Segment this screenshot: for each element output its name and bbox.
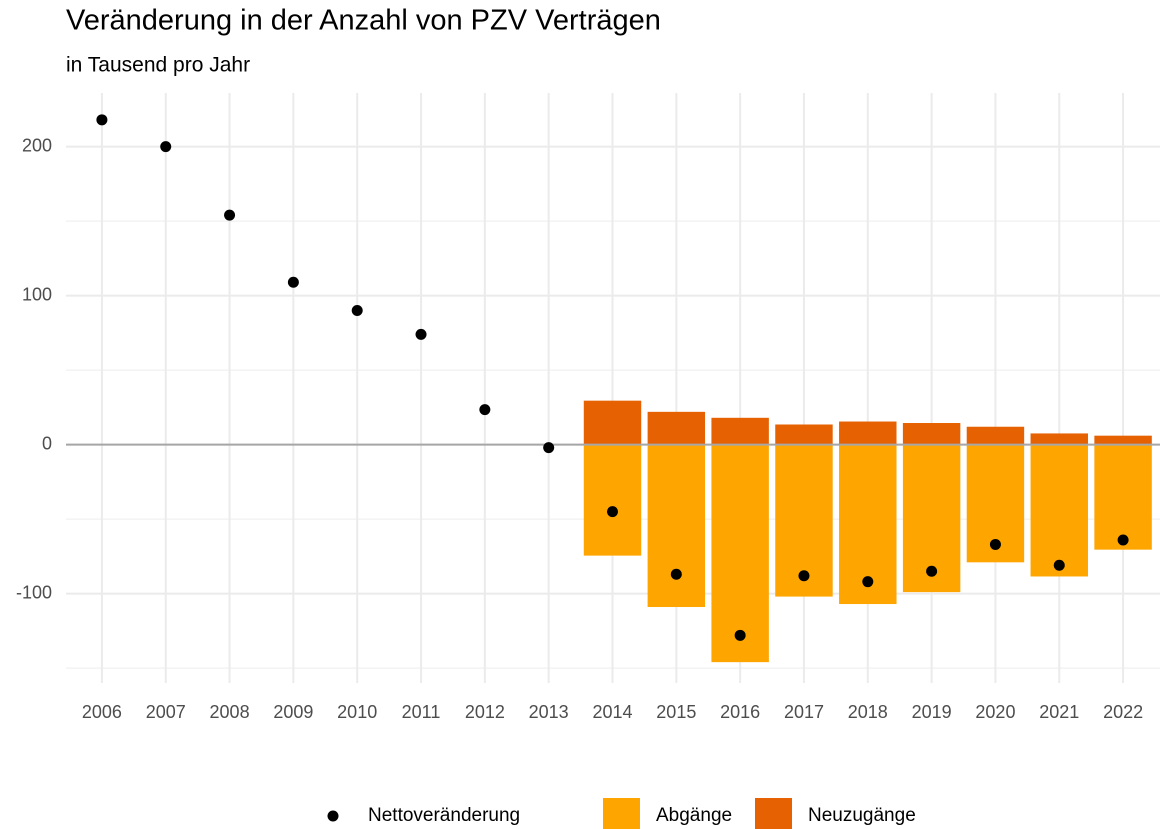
bar	[647, 411, 706, 445]
x-tick-label: 2016	[720, 702, 760, 722]
x-tick-label: 2006	[82, 702, 122, 722]
legend-label: Nettoveränderung	[368, 805, 520, 826]
bar	[647, 444, 706, 608]
point	[479, 404, 491, 416]
x-tick-label: 2008	[210, 702, 250, 722]
legend-marker	[755, 798, 792, 829]
point	[1117, 534, 1129, 546]
x-tick-label: 2019	[912, 702, 952, 722]
bar	[902, 423, 961, 445]
point	[543, 442, 555, 454]
point	[415, 328, 427, 340]
point	[96, 114, 108, 126]
x-tick-label: 2009	[273, 702, 313, 722]
bar	[583, 400, 642, 445]
legend-marker	[327, 810, 339, 822]
legend-label: Abgänge	[656, 805, 732, 826]
bar	[583, 444, 642, 556]
x-tick-label: 2018	[848, 702, 888, 722]
bar	[966, 426, 1025, 445]
y-tick-label: 0	[42, 433, 52, 453]
x-tick-label: 2015	[656, 702, 696, 722]
x-tick-label: 2012	[465, 702, 505, 722]
legend-label: Neuzugänge	[808, 805, 916, 826]
x-tick-label: 2013	[529, 702, 569, 722]
bar	[1094, 435, 1152, 445]
y-tick-label: 200	[22, 135, 52, 155]
x-tick-label: 2017	[784, 702, 824, 722]
bar	[1030, 433, 1088, 445]
chart-title: Veränderung in der Anzahl von PZV Verträ…	[66, 5, 661, 37]
bar	[775, 424, 833, 445]
x-tick-label: 2011	[402, 702, 441, 722]
point	[989, 538, 1001, 550]
x-tick-label: 2014	[592, 702, 632, 722]
x-tick-label: 2020	[975, 702, 1015, 722]
x-tick-label: 2007	[146, 702, 186, 722]
bar	[1094, 444, 1152, 550]
point	[607, 506, 618, 518]
x-tick-label: 2010	[337, 702, 377, 722]
x-tick-label: 2021	[1039, 702, 1079, 722]
point	[224, 209, 236, 221]
bar	[1030, 444, 1088, 577]
point	[351, 305, 363, 317]
point	[670, 568, 682, 580]
point	[734, 629, 746, 641]
point	[287, 276, 299, 288]
point	[798, 570, 810, 582]
x-tick-label: 2022	[1103, 702, 1143, 722]
bar	[711, 444, 769, 663]
point	[1053, 559, 1065, 571]
legend-marker	[603, 798, 640, 829]
point	[862, 576, 874, 588]
bar	[839, 421, 897, 445]
bar	[711, 417, 769, 445]
y-tick-label: -100	[16, 582, 52, 602]
y-tick-label: 100	[22, 284, 52, 304]
point	[926, 565, 938, 577]
chart-subtitle: in Tausend pro Jahr	[66, 54, 250, 77]
point	[160, 141, 172, 153]
